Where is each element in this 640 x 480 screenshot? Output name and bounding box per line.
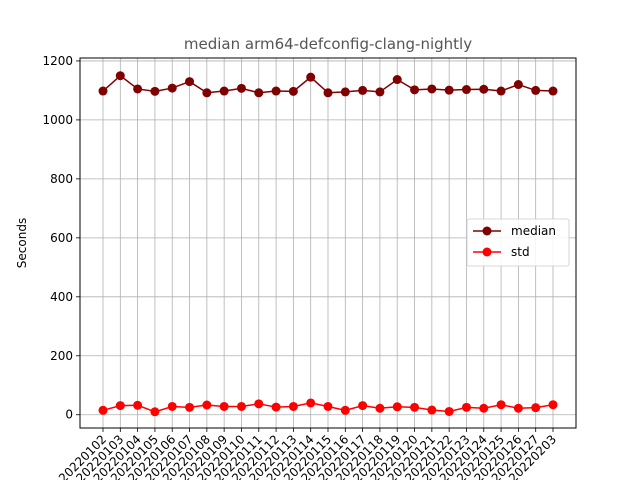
data-point-median (98, 86, 108, 96)
data-point-std (531, 403, 541, 413)
series-layer (98, 71, 558, 417)
grid (80, 58, 576, 428)
data-point-median (236, 83, 246, 93)
data-point-std (271, 402, 281, 412)
legend-marker (482, 247, 492, 257)
data-point-median (496, 86, 506, 96)
data-point-std (133, 400, 143, 410)
data-point-median (219, 86, 229, 96)
chart-title: median arm64-defconfig-clang-nightly (184, 35, 472, 53)
data-point-std (167, 401, 177, 411)
data-point-std (410, 402, 420, 412)
data-point-std (392, 402, 402, 412)
series-median (98, 71, 558, 98)
y-tick-label: 200 (50, 349, 73, 363)
data-point-median (323, 88, 333, 98)
legend-marker (482, 226, 492, 236)
y-tick-label: 1200 (42, 54, 73, 68)
y-tick-label: 1000 (42, 113, 73, 127)
data-point-median (167, 83, 177, 93)
data-point-median (185, 77, 195, 87)
data-point-std (444, 406, 454, 416)
y-tick-label: 400 (50, 290, 73, 304)
data-point-median (115, 71, 125, 81)
data-point-median (479, 84, 489, 94)
series-std (98, 398, 558, 417)
data-point-median (133, 84, 143, 94)
data-point-median (461, 85, 471, 95)
data-point-std (427, 405, 437, 415)
data-point-median (531, 85, 541, 95)
data-point-std (202, 400, 212, 410)
data-point-median (513, 80, 523, 90)
data-point-median (410, 85, 420, 95)
data-point-std (98, 405, 108, 415)
data-point-std (358, 401, 368, 411)
y-axis: 0 200 400 600 800 1000 1200 (42, 54, 80, 422)
data-point-std (496, 400, 506, 410)
legend-entry-median: median (473, 224, 556, 238)
data-point-median (150, 86, 160, 96)
data-point-median (548, 86, 558, 96)
data-point-std (461, 402, 471, 412)
data-point-median (271, 86, 281, 96)
y-tick-label: 800 (50, 172, 73, 186)
x-axis: 2022010220220103202201042022010520220106… (56, 428, 559, 480)
data-point-median (288, 86, 298, 96)
legend-label: std (511, 245, 530, 259)
data-point-median (375, 87, 385, 97)
y-tick-label: 600 (50, 231, 73, 245)
data-point-std (548, 400, 558, 410)
data-point-std (236, 401, 246, 411)
data-point-median (427, 84, 437, 94)
data-point-median (306, 72, 316, 82)
data-point-median (358, 85, 368, 95)
legend: median std (466, 218, 570, 267)
y-tick-label: 0 (65, 408, 73, 422)
legend-label: median (511, 224, 556, 238)
data-point-std (306, 398, 316, 408)
data-point-median (444, 85, 454, 95)
data-point-median (254, 88, 264, 98)
legend-entry-std: std (473, 245, 530, 259)
data-point-std (513, 403, 523, 413)
data-point-std (185, 402, 195, 412)
data-point-std (340, 405, 350, 415)
data-point-std (323, 401, 333, 411)
data-point-std (254, 399, 264, 409)
data-point-std (479, 403, 489, 413)
data-point-std (375, 403, 385, 413)
data-point-std (219, 401, 229, 411)
y-axis-label: Seconds (15, 218, 29, 268)
data-point-median (340, 87, 350, 97)
data-point-median (392, 75, 402, 85)
data-point-std (115, 401, 125, 411)
data-point-median (202, 88, 212, 98)
data-point-std (288, 401, 298, 411)
data-point-std (150, 407, 160, 417)
